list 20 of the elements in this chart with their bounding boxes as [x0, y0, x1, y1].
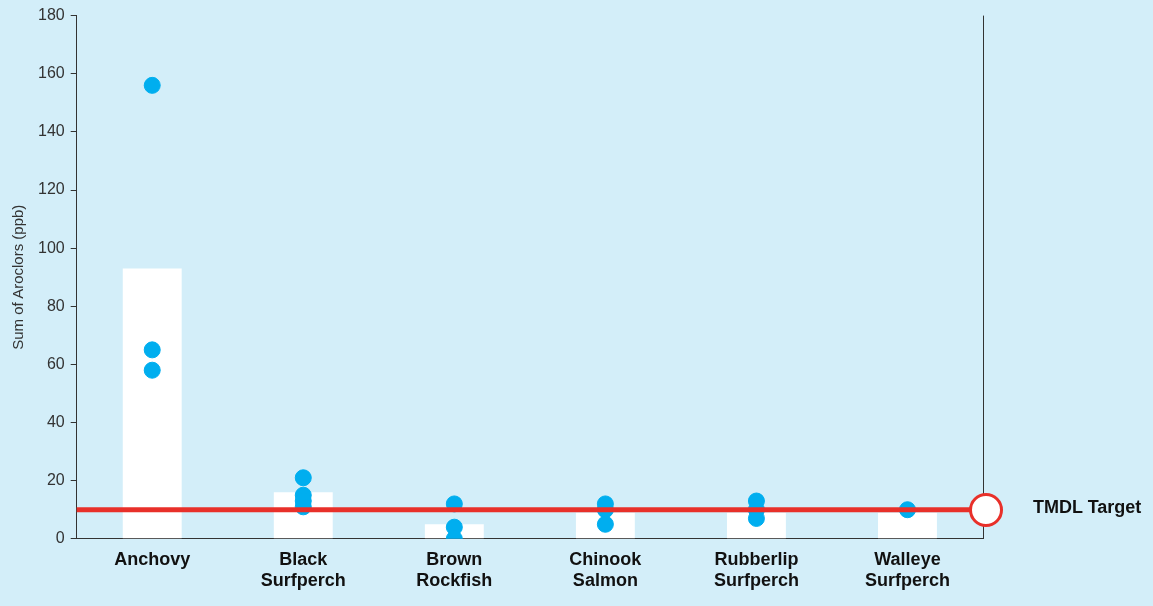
bar [878, 512, 937, 539]
bar [122, 268, 182, 539]
y-tick-label: 20 [46, 471, 65, 489]
y-tick-label: 120 [37, 180, 65, 198]
x-tick-label: Walleye Surfperch [864, 548, 950, 591]
y-tick-label: 180 [37, 6, 65, 24]
x-tick-label: Rubberlip Surfperch [713, 548, 799, 591]
x-tick-label: Anchovy [114, 548, 191, 569]
y-tick-label: 60 [46, 354, 65, 372]
x-tick-label: Chinook Salmon [569, 548, 643, 591]
y-tick-label: 160 [37, 64, 65, 82]
y-tick-label: 80 [46, 296, 65, 314]
y-axis-title: Sum of Aroclors (ppb) [9, 204, 27, 350]
y-tick-label: 40 [46, 412, 65, 430]
y-tick-label: 100 [37, 238, 65, 256]
x-tick-label: Brown Rockfish [416, 548, 493, 591]
x-tick-label: Black Surfperch [260, 548, 346, 591]
ref-line-label: TMDL Target [1033, 496, 1142, 517]
y-tick-label: 140 [37, 122, 65, 140]
y-tick-label: 0 [55, 529, 65, 547]
